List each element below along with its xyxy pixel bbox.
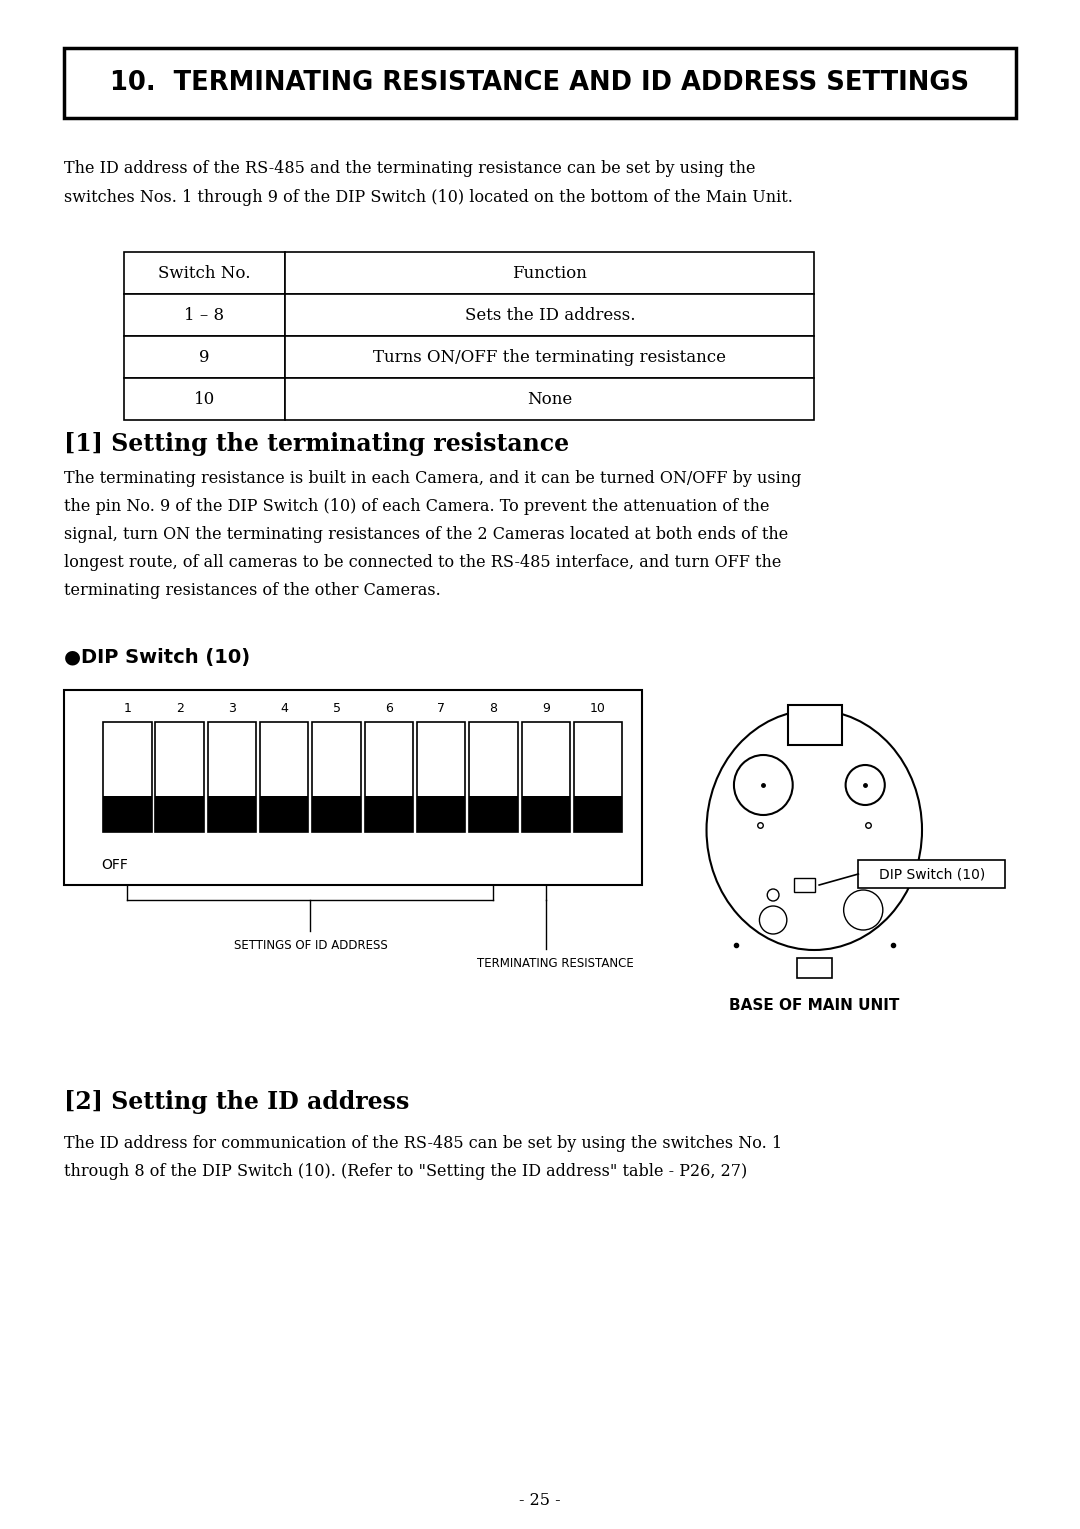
Bar [859,859,1005,888]
Text: - 25 -: - 25 - [519,1492,561,1509]
Bar [260,797,309,832]
Text: BASE OF MAIN UNIT: BASE OF MAIN UNIT [729,998,900,1014]
Text: 9: 9 [200,349,210,365]
Text: [2] Setting the ID address: [2] Setting the ID address [64,1090,409,1115]
Bar [522,722,570,832]
Text: 1 – 8: 1 – 8 [185,306,225,324]
Text: 3: 3 [228,702,235,716]
Bar [417,722,465,832]
Bar [470,722,517,832]
Bar [417,797,465,832]
Bar [522,797,570,832]
Bar [103,797,151,832]
Text: DIP Switch (10): DIP Switch (10) [879,867,985,881]
Text: SETTINGS OF ID ADDRESS: SETTINGS OF ID ADDRESS [233,939,388,953]
Text: ●DIP Switch (10): ●DIP Switch (10) [64,648,251,667]
Circle shape [759,907,787,934]
Bar [124,294,285,336]
Text: The terminating resistance is built in each Camera, and it can be turned ON/OFF : The terminating resistance is built in e… [64,469,801,599]
Circle shape [734,755,793,815]
Text: [1] Setting the terminating resistance: [1] Setting the terminating resistance [64,433,569,456]
Text: 4: 4 [281,702,288,716]
Text: 9: 9 [542,702,550,716]
Text: 10: 10 [194,390,215,408]
Circle shape [843,890,882,930]
Bar [124,336,285,378]
Bar [470,797,517,832]
Text: 1: 1 [123,702,132,716]
Bar [797,959,832,979]
Bar [285,294,814,336]
Bar [573,722,622,832]
Text: 7: 7 [437,702,445,716]
Bar [787,705,841,745]
Bar [794,878,815,891]
Bar [285,336,814,378]
Circle shape [767,888,779,901]
Circle shape [846,764,885,804]
Bar [64,47,1016,118]
Text: OFF: OFF [102,858,129,872]
Bar [156,797,204,832]
Text: None: None [527,390,572,408]
Bar [285,252,814,294]
Bar [260,722,309,832]
Bar [156,722,204,832]
Bar [124,378,285,420]
Text: 8: 8 [489,702,498,716]
Ellipse shape [706,709,922,950]
Text: 10: 10 [590,702,606,716]
Bar [124,252,285,294]
Text: TERMINATING RESISTANCE: TERMINATING RESISTANCE [477,957,634,969]
Text: Switch No.: Switch No. [159,265,251,281]
Text: Function: Function [512,265,588,281]
Bar [207,722,256,832]
Text: 10.  TERMINATING RESISTANCE AND ID ADDRESS SETTINGS: 10. TERMINATING RESISTANCE AND ID ADDRES… [110,70,970,96]
Text: The ID address for communication of the RS-485 can be set by using the switches : The ID address for communication of the … [64,1135,782,1180]
Bar [365,722,413,832]
Text: Turns ON/OFF the terminating resistance: Turns ON/OFF the terminating resistance [374,349,726,365]
Bar [64,690,642,885]
Text: Sets the ID address.: Sets the ID address. [464,306,635,324]
Bar [207,797,256,832]
Bar [365,797,413,832]
Bar [103,722,151,832]
Text: 5: 5 [333,702,340,716]
Bar [573,797,622,832]
Text: 2: 2 [176,702,184,716]
Bar [285,378,814,420]
Bar [312,722,361,832]
Text: The ID address of the RS-485 and the terminating resistance can be set by using : The ID address of the RS-485 and the ter… [64,161,793,206]
Text: 6: 6 [384,702,393,716]
Bar [312,797,361,832]
